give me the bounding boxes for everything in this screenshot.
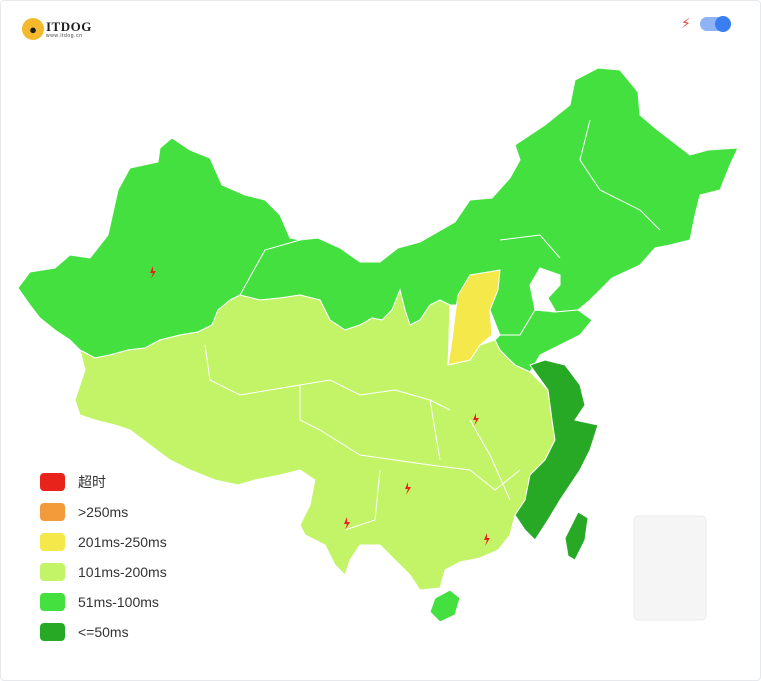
bolt-icon-hubei [473,413,479,426]
bolt-markers [150,266,490,546]
region-hainan[interactable] [429,589,461,623]
legend-label: 超时 [78,474,106,490]
south-china-sea-inset [633,515,707,621]
legend-item-le50: <=50ms [40,622,200,642]
region-north[interactable] [17,67,739,359]
legend-swatch [40,473,65,491]
legend-item-timeout: 超时 [40,472,200,492]
legend-label: 101ms-200ms [78,564,167,580]
region-jiangsu-zhejiang-fujian[interactable] [514,359,599,541]
legend-item-201-250: 201ms-250ms [40,532,200,552]
toggle-knob[interactable] [715,16,731,32]
province-borders [204,119,661,531]
bolt-icon-xinjiang [150,266,156,279]
legend-item-over250: >250ms [40,502,200,522]
legend-swatch [40,503,65,521]
itdog-logo: ● ITDOG www.itdog.cn [22,16,102,44]
dog-icon: ● [29,22,37,37]
legend-label: <=50ms [78,624,129,640]
legend-swatch [40,563,65,581]
legend-item-51-100: 51ms-100ms [40,592,200,612]
logo-badge: ● [22,18,44,40]
lightning-bolt-icon: ⚡︎ [681,15,691,31]
legend-swatch [40,593,65,611]
legend-swatch [40,623,65,641]
logo-subtitle: www.itdog.cn [46,33,83,39]
legend-label: >250ms [78,504,129,520]
bolt-icon-guizhou [405,482,411,495]
region-taiwan[interactable] [564,511,589,561]
toggle-switch[interactable] [700,16,731,32]
bolt-icon-guangdong [484,533,490,546]
bolt-icon-yunnan [344,517,350,530]
legend-label: 201ms-250ms [78,534,167,550]
logo-text: ITDOG [46,19,92,34]
legend-swatch [40,533,65,551]
legend-item-101-200: 101ms-200ms [40,562,200,582]
region-shanxi[interactable] [447,269,501,366]
legend-label: 51ms-100ms [78,594,159,610]
region-east-central[interactable] [494,309,593,373]
